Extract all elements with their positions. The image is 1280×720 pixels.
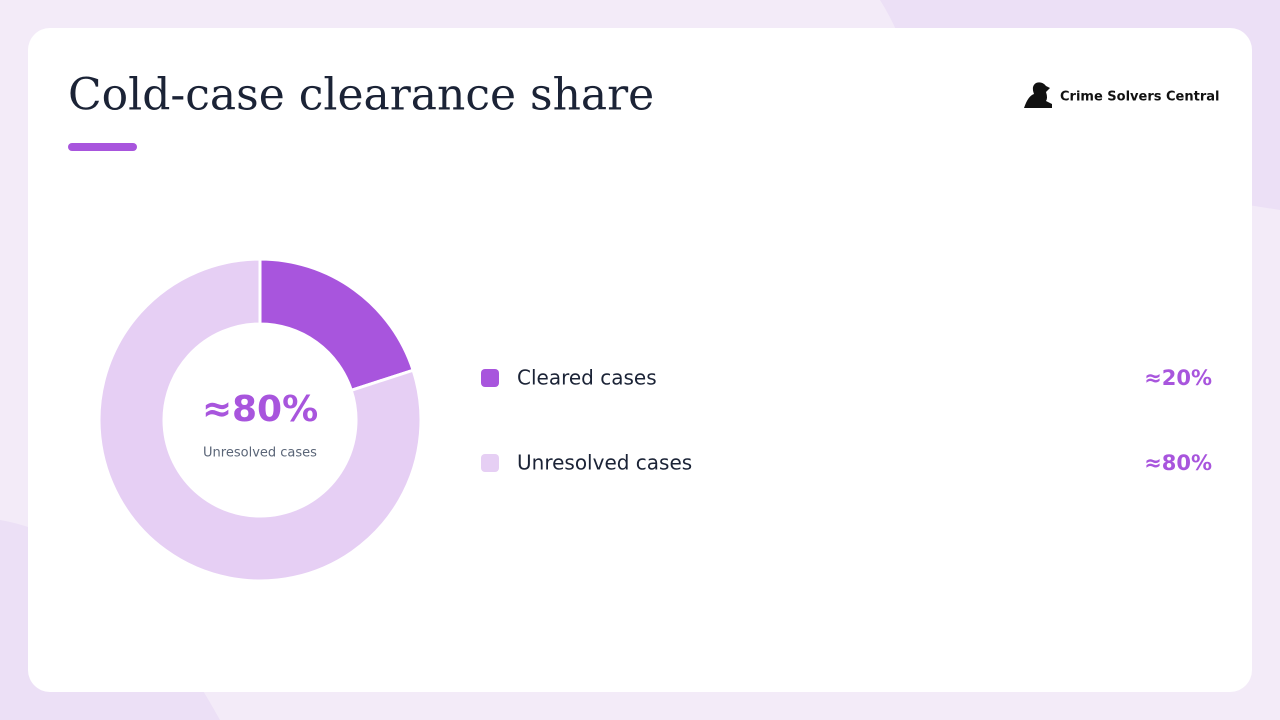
legend-swatch [481, 454, 499, 472]
center-value: ≈80% [202, 389, 318, 430]
logo-icon [1024, 82, 1052, 108]
legend-label: Unresolved cases [517, 451, 692, 475]
donut-slice [97, 257, 423, 583]
legend-swatch [481, 369, 499, 387]
legend: Cleared cases ≈20% Unresolved cases ≈80% [481, 366, 1212, 475]
chart-title: Cold-case clearance share [68, 70, 654, 121]
card [28, 28, 1252, 692]
brand-logo [1024, 82, 1052, 108]
brand-name: Crime Solvers Central [1060, 90, 1219, 105]
center-label: Unresolved cases [203, 446, 317, 461]
legend-label: Cleared cases [517, 366, 657, 390]
legend-value: ≈80% [1144, 451, 1212, 475]
legend-value: ≈20% [1144, 366, 1212, 390]
donut [97, 257, 423, 583]
donut-slice [258, 257, 416, 393]
title-accent [68, 143, 137, 151]
